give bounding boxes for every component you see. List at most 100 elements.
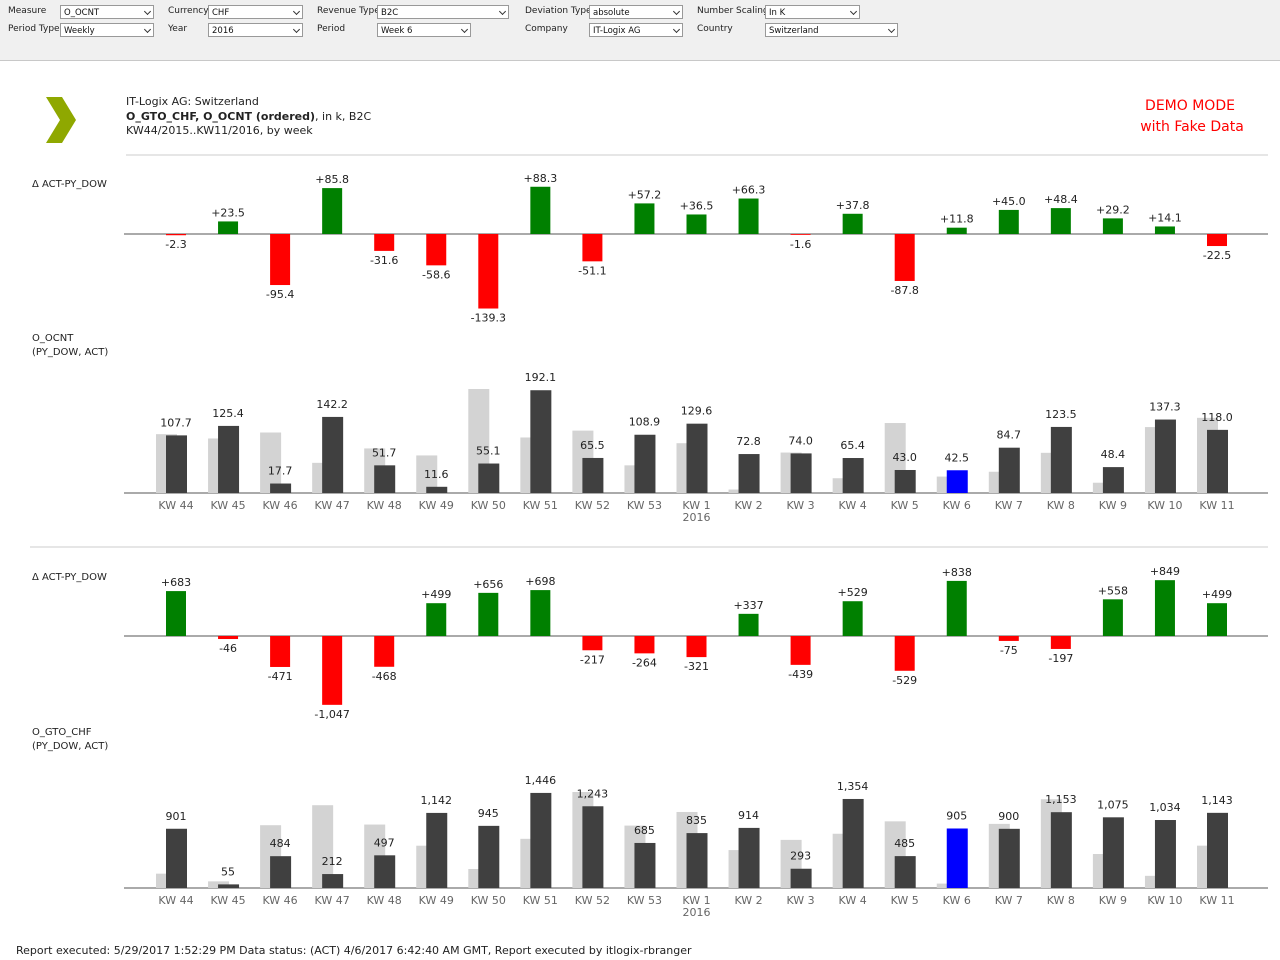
act-bar (1207, 429, 1228, 493)
value-label: 55 (221, 865, 235, 878)
act-bar (686, 833, 708, 888)
value-label: +849 (1150, 565, 1180, 578)
x-tick-label: KW 8 (1047, 894, 1075, 907)
value-label: +838 (942, 566, 972, 579)
value-label: 192.1 (525, 371, 557, 384)
act-bar (634, 434, 656, 493)
bar (582, 636, 603, 651)
value-label: +11.8 (940, 213, 974, 226)
bar (530, 186, 551, 234)
act-bar (478, 825, 500, 888)
x-tick-label: KW 5 (891, 499, 919, 512)
value-label: -31.6 (370, 254, 398, 267)
header-bold: O_GTO_CHF, O_OCNT (ordered) (126, 110, 315, 123)
value-label: 137.3 (1149, 401, 1181, 414)
bar (790, 636, 811, 665)
value-label: -95.4 (266, 288, 294, 301)
filter-select[interactable]: CHF (208, 5, 303, 19)
filter-label: Measure (8, 6, 47, 16)
act-bar (322, 874, 344, 888)
value-label: 84.7 (997, 429, 1022, 442)
act-bar (166, 435, 187, 493)
filter-select[interactable]: In K (765, 5, 860, 19)
act-bar (1154, 419, 1176, 493)
x-tick-label: KW 1 (682, 894, 710, 907)
x-tick-label: KW 52 (575, 499, 610, 512)
filter-select[interactable]: B2C (377, 5, 509, 19)
bar (686, 214, 707, 234)
value-label: +45.0 (992, 195, 1026, 208)
bar (998, 209, 1019, 234)
value-label: 17.7 (268, 465, 293, 478)
bar (426, 234, 447, 266)
bar (218, 636, 239, 640)
x-tick-label: KW 47 (315, 894, 350, 907)
x-tick-label: KW 5 (891, 894, 919, 907)
act-bar (166, 828, 187, 888)
x-tick-label: KW 49 (419, 894, 454, 907)
act-bar (582, 806, 604, 888)
x-tick-label: KW 6 (943, 499, 971, 512)
value-label: -75 (1000, 644, 1018, 657)
value-label: 1,075 (1097, 798, 1129, 811)
value-label: 1,142 (421, 794, 453, 807)
bar (1207, 603, 1227, 636)
x-tick-label: KW 53 (627, 499, 662, 512)
filter-select[interactable]: Week 6 (377, 23, 471, 37)
x-tick-label: KW 44 (158, 499, 193, 512)
bar (478, 592, 499, 636)
value-label: +37.8 (836, 199, 870, 212)
act-bar (1102, 817, 1124, 888)
filter-label: Number Scaling (697, 6, 769, 16)
act-bar (530, 792, 552, 888)
value-label: 1,034 (1149, 801, 1181, 814)
x-tick-label: KW 9 (1099, 499, 1127, 512)
value-label: -197 (1048, 652, 1073, 665)
act-bar (842, 798, 864, 888)
filter-label: Period (317, 24, 346, 34)
bar (166, 234, 186, 236)
x-tick-label: KW 7 (995, 894, 1023, 907)
filter-select[interactable]: absolute (589, 5, 683, 19)
py-bar (416, 455, 438, 493)
value-label: +85.8 (315, 173, 349, 186)
filter-label: Company (525, 24, 568, 34)
act-bar (426, 486, 448, 493)
value-label: 51.7 (372, 446, 397, 459)
bar (1050, 636, 1071, 649)
act-bar (270, 483, 292, 493)
value-label: 123.5 (1045, 408, 1077, 421)
value-label: +558 (1098, 584, 1128, 597)
x-tick-label: KW 3 (786, 894, 814, 907)
x-tick-label: KW 53 (627, 894, 662, 907)
act-bar (218, 425, 240, 493)
chart-title: Δ ACT-PY_DOW (32, 572, 107, 583)
value-label: 129.6 (681, 405, 713, 418)
value-label: -529 (892, 674, 917, 687)
filter-select[interactable]: Switzerland (765, 23, 898, 37)
bar (1050, 208, 1071, 234)
act-bar (1102, 467, 1124, 493)
value-label: 65.5 (580, 439, 605, 452)
x-tick-label: KW 11 (1199, 499, 1234, 512)
value-label: 107.7 (160, 416, 192, 429)
act-bar (686, 423, 708, 493)
act-bar (1207, 812, 1228, 888)
bar (634, 203, 655, 234)
x-tick-sublabel: 2016 (683, 906, 711, 919)
act-bar (1050, 426, 1072, 493)
filter-select[interactable]: 2016 (208, 23, 303, 37)
act-bar (374, 465, 396, 493)
filter-select[interactable]: O_OCNT (60, 5, 154, 19)
value-label: 905 (946, 809, 967, 822)
value-label: +14.1 (1148, 211, 1182, 224)
filter-select[interactable]: Weekly (60, 23, 154, 37)
value-label: -51.1 (578, 264, 606, 277)
value-label: -2.3 (165, 238, 186, 251)
x-tick-label: KW 45 (210, 499, 245, 512)
value-label: 1,446 (525, 774, 557, 787)
value-label: 55.1 (476, 445, 501, 458)
filter-select[interactable]: IT-Logix AG (589, 23, 683, 37)
value-label: -321 (684, 660, 709, 673)
